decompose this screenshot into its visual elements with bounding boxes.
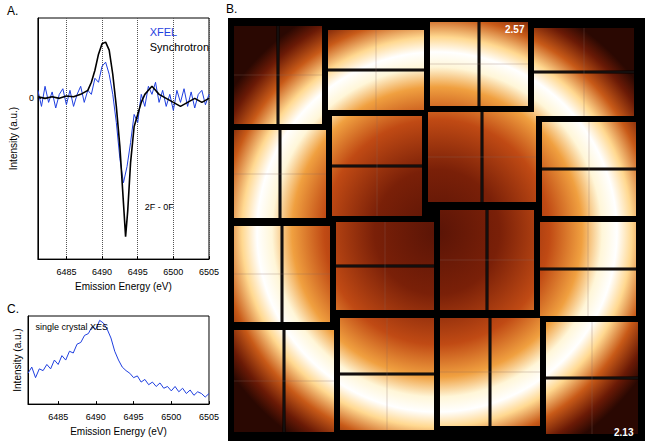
svg-text:B.: B. bbox=[226, 2, 237, 16]
svg-text:2.57: 2.57 bbox=[505, 24, 525, 35]
svg-text:2.13: 2.13 bbox=[614, 427, 634, 438]
svg-text:C.: C. bbox=[7, 302, 19, 316]
svg-text:Emission Energy (eV): Emission Energy (eV) bbox=[70, 426, 167, 437]
svg-text:6490: 6490 bbox=[86, 412, 106, 422]
svg-text:6500: 6500 bbox=[163, 267, 183, 277]
svg-text:6495: 6495 bbox=[128, 267, 148, 277]
svg-text:6505: 6505 bbox=[199, 267, 219, 277]
svg-text:Emission Energy (eV): Emission Energy (eV) bbox=[75, 281, 172, 292]
svg-text:A.: A. bbox=[7, 4, 18, 18]
svg-text:Intensity (a.u.): Intensity (a.u.) bbox=[12, 328, 23, 391]
svg-text:6485: 6485 bbox=[56, 267, 76, 277]
svg-text:6500: 6500 bbox=[161, 412, 181, 422]
svg-text:6495: 6495 bbox=[124, 412, 144, 422]
svg-text:single crystal XES: single crystal XES bbox=[36, 322, 109, 332]
svg-text:6490: 6490 bbox=[92, 267, 112, 277]
svg-text:XFEL: XFEL bbox=[150, 26, 178, 38]
svg-text:Intensity (a.u.): Intensity (a.u.) bbox=[8, 107, 19, 170]
svg-text:2F - 0F: 2F - 0F bbox=[145, 202, 175, 212]
svg-text:Synchrotron: Synchrotron bbox=[150, 41, 209, 53]
svg-text:6505: 6505 bbox=[199, 412, 219, 422]
svg-text:0: 0 bbox=[29, 93, 34, 103]
svg-text:6485: 6485 bbox=[48, 412, 68, 422]
